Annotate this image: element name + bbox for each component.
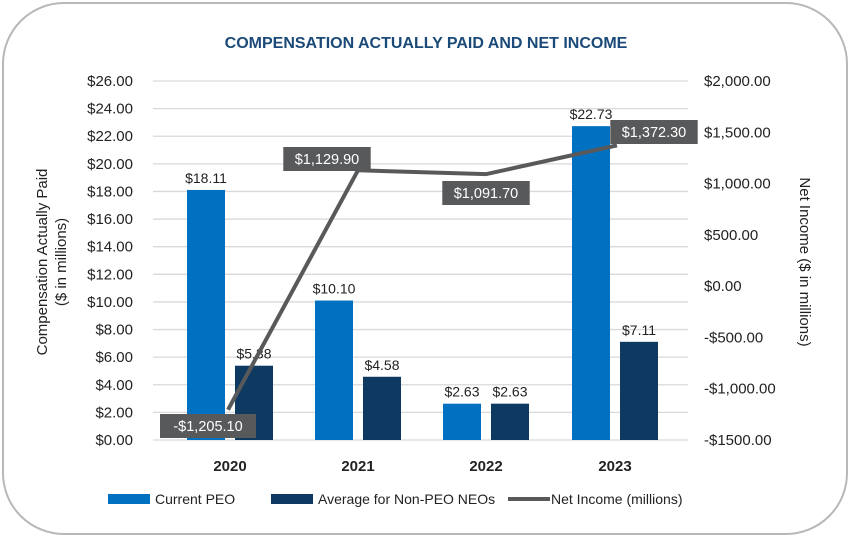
chart-title: COMPENSATION ACTUALLY PAID AND NET INCOM… [225, 35, 628, 52]
net-income-data-label: $1,372.30 [622, 125, 687, 141]
y-tick-label: $22.00 [87, 128, 133, 145]
y2-tick-label: -$1500.00 [704, 432, 772, 449]
x-tick-label: 2023 [598, 458, 631, 475]
net-income-line [226, 143, 618, 411]
bar-current-peo [443, 403, 481, 440]
y-tick-label: $26.00 [87, 73, 133, 90]
bar-non-peo-neos [363, 376, 401, 440]
y-tick-label: $18.00 [87, 183, 133, 200]
y-tick-label: $12.00 [87, 266, 133, 283]
y2-tick-label: $2,000.00 [704, 73, 771, 90]
y2-tick-label: $500.00 [704, 227, 758, 244]
legend-label: Net Income (millions) [551, 491, 682, 507]
net-income-label-box [283, 147, 371, 171]
legend-label: Current PEO [155, 491, 235, 507]
y-tick-label: $0.00 [95, 432, 133, 449]
bar-data-label: $5.38 [236, 346, 271, 362]
y-tick-label: $20.00 [87, 156, 133, 173]
y-tick-label: $4.00 [95, 377, 133, 394]
y-tick-label: $10.00 [87, 294, 133, 311]
net-income-label-box [160, 414, 256, 438]
legend-label: Average for Non-PEO NEOs [318, 491, 495, 507]
y2-tick-label: $0.00 [704, 278, 742, 295]
x-tick-label: 2021 [341, 458, 374, 475]
bar-data-label: $22.73 [570, 106, 613, 122]
net-income-label-box [610, 120, 698, 144]
bar-data-label: $18.11 [185, 170, 227, 186]
legend-swatch-non-peo-neos [271, 494, 313, 504]
y2-tick-label: $1,500.00 [704, 124, 771, 141]
y2-tick-label: -$500.00 [704, 329, 763, 346]
net-income-label-box [442, 181, 530, 205]
y2-tick-label: -$1,000.00 [704, 381, 776, 398]
y-tick-label: $14.00 [87, 239, 133, 256]
bar-non-peo-neos [620, 341, 658, 440]
bar-current-peo [187, 189, 225, 440]
bar-current-peo [572, 126, 610, 440]
x-tick-label: 2022 [469, 458, 502, 475]
bar-data-label: $4.58 [364, 357, 399, 373]
y-tick-label: $8.00 [95, 322, 133, 339]
bar-data-label: $10.10 [313, 281, 356, 297]
bar-current-peo [315, 300, 353, 440]
y-tick-label: $16.00 [87, 211, 133, 228]
net-income-data-label: $1,091.70 [454, 186, 519, 202]
y2-tick-label: $1,000.00 [704, 176, 771, 193]
net-income-data-label: -$1,205.10 [173, 419, 242, 435]
legend-swatch-current-peo [108, 494, 150, 504]
bar-non-peo-neos [491, 403, 529, 440]
bar-data-label: $7.11 [622, 322, 656, 338]
y2-axis-title: Net Income ($ in millions) [796, 177, 813, 346]
net-income-data-label: $1,129.90 [295, 152, 360, 168]
y-axis-title: Compensation Actually Paid ($ in millions… [34, 169, 70, 356]
y-tick-label: $24.00 [87, 101, 133, 118]
x-tick-label: 2020 [213, 458, 246, 475]
y-tick-label: $6.00 [95, 349, 133, 366]
y-tick-label: $2.00 [95, 404, 133, 421]
bar-data-label: $2.63 [444, 384, 479, 400]
bar-data-label: $2.63 [492, 384, 527, 400]
